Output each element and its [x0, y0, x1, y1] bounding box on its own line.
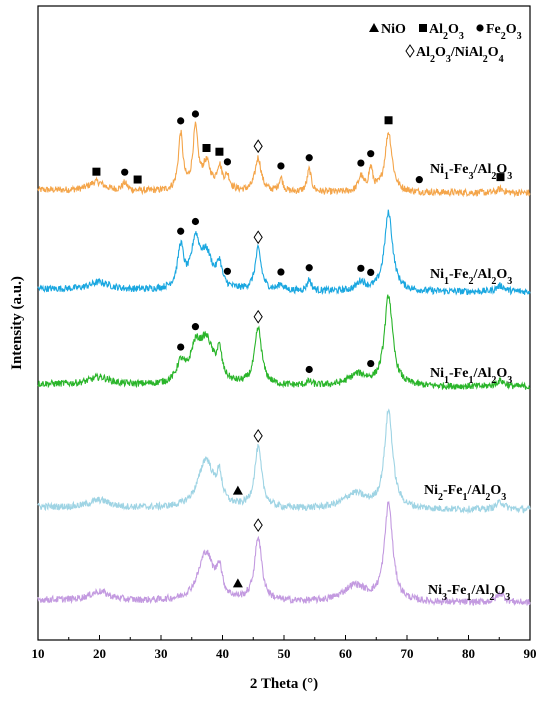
x-tick-label: 90: [524, 646, 537, 661]
triangle-marker: [232, 485, 243, 495]
circle-marker: [191, 217, 200, 226]
circle-marker: [177, 117, 185, 125]
circle-marker: [191, 110, 200, 118]
series-trace: [37, 209, 531, 296]
circle-marker: [305, 264, 313, 272]
x-axis-ticks: 10 20 30 40 50 60 70 80 90: [32, 635, 537, 661]
series-trace: [37, 408, 531, 515]
square-marker: [419, 24, 427, 32]
circle-marker: [357, 264, 365, 272]
diamond-marker: [253, 309, 263, 324]
circle-marker: [223, 267, 232, 275]
series-label: Ni1-Fe3/Al2O3: [430, 162, 512, 182]
x-tick-label: 80: [462, 646, 475, 661]
x-tick-label: 20: [93, 646, 106, 661]
circle-marker: [415, 176, 423, 184]
series-trace: [37, 500, 531, 607]
square-marker: [384, 116, 393, 125]
circle-marker: [367, 268, 375, 277]
circle-marker: [367, 150, 375, 158]
series-label: Ni1-Fe1/Al2O3: [430, 366, 512, 386]
plot-frame: [37, 5, 531, 641]
series-label: Ni3-Fe1/Al2O3: [428, 583, 510, 603]
x-axis-title: 2 Theta (°): [250, 676, 318, 692]
legend-label: Al2O3/NiAl2O4: [416, 45, 504, 65]
circle-marker: [305, 154, 313, 162]
phase-markers: [92, 110, 505, 588]
diamond-marker: [253, 518, 263, 533]
x-tick-label: 10: [32, 646, 45, 661]
circle-marker: [277, 268, 285, 276]
circle-marker: [476, 24, 484, 32]
x-tick-label: 50: [278, 646, 291, 661]
circle-marker: [277, 162, 285, 170]
circle-marker: [121, 168, 129, 176]
square-marker: [496, 173, 505, 182]
diamond-marker: [253, 428, 263, 443]
series-traces: [37, 121, 531, 607]
y-axis-title: Intensity (a.u.): [9, 276, 25, 370]
square-marker: [202, 144, 211, 153]
circle-marker: [305, 365, 313, 374]
triangle-marker: [232, 578, 243, 588]
diamond-marker: [405, 44, 415, 58]
circle-marker: [177, 343, 185, 351]
legend-label: NiO: [381, 22, 406, 37]
circle-marker: [191, 323, 200, 331]
circle-marker: [367, 359, 375, 368]
circle-marker: [357, 159, 365, 167]
triangle-marker: [369, 23, 379, 32]
circle-marker: [223, 158, 232, 166]
series-trace: [37, 121, 531, 198]
square-marker: [133, 175, 142, 184]
x-tick-label: 30: [155, 646, 168, 661]
series-label: Ni1-Fe2/Al2O3: [430, 267, 512, 287]
x-tick-label: 40: [216, 646, 229, 661]
legend-label: Al2O3: [429, 22, 464, 42]
diamond-marker: [253, 230, 263, 245]
x-tick-label: 70: [401, 646, 414, 661]
legend: NiO Al2O3 Fe2O3 Al2O3/NiAl2O4: [369, 22, 522, 65]
series-label: Ni2-Fe1/Al2O3: [424, 483, 506, 503]
series-labels: Ni1-Fe3/Al2O3 Ni1-Fe2/Al2O3 Ni1-Fe1/Al2O3 N…: [424, 162, 512, 603]
x-tick-label: 60: [339, 646, 352, 661]
legend-label: Fe2O3: [486, 22, 522, 42]
circle-marker: [177, 227, 185, 235]
series-trace: [37, 294, 531, 391]
square-marker: [215, 147, 224, 156]
square-marker: [92, 167, 101, 176]
plot-area: [37, 5, 531, 641]
diamond-marker: [253, 139, 263, 154]
